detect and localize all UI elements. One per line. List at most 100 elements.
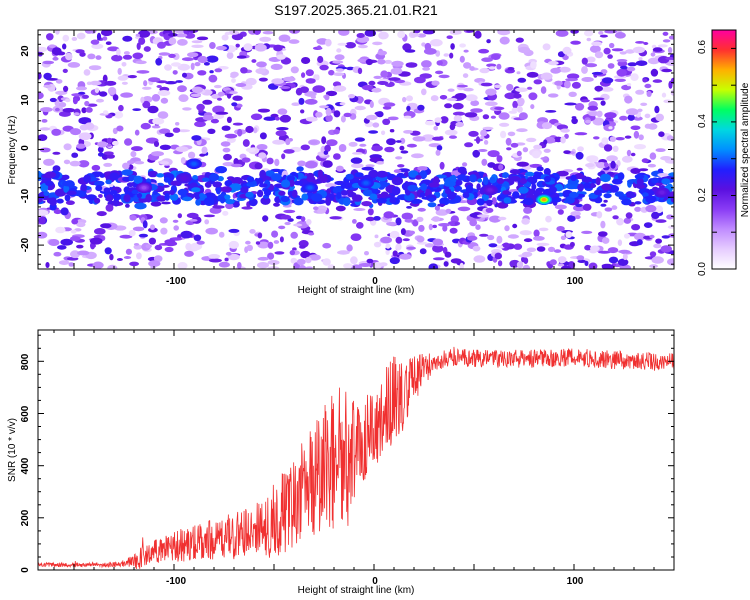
heatmap-cell (379, 262, 388, 267)
snr-ytick-label: 600 (20, 405, 31, 422)
heatmap-cell (545, 215, 552, 223)
heatmap-cell (58, 260, 70, 265)
heatmap-cell (174, 30, 187, 34)
heatmap-cell (336, 48, 342, 53)
heatmap-cell (655, 205, 663, 214)
heatmap-cell (470, 108, 483, 113)
heatmap-cell (324, 144, 331, 152)
heatmap-cell (118, 104, 124, 112)
heatmap-cell (634, 144, 646, 150)
heatmap-cell (405, 62, 418, 68)
heatmap-cell (98, 91, 108, 97)
heatmap-cell (402, 43, 412, 52)
heatmap-cell (231, 78, 236, 83)
heatmap-cell (90, 39, 100, 45)
heatmap-cell (175, 80, 183, 83)
heatmap-cell (246, 244, 253, 252)
heatmap-cell (276, 54, 286, 60)
heatmap-cell (536, 242, 550, 246)
heatmap-cell (270, 63, 283, 70)
heatmap-cell (352, 219, 357, 224)
heatmap-band-cell (532, 171, 542, 180)
heatmap-cell (483, 140, 489, 145)
heatmap-cell (134, 202, 147, 210)
heatmap-cell (82, 94, 89, 99)
heatmap-cell (395, 217, 402, 226)
heatmap-cell (566, 73, 580, 80)
heatmap-band-cell (336, 192, 342, 199)
heatmap-cell (406, 246, 416, 250)
heatmap-cell (98, 194, 103, 198)
heatmap-cell (585, 119, 592, 124)
heatmap-cell (422, 67, 430, 71)
heatmap-band-cell (145, 193, 152, 203)
heatmap-cell (191, 44, 204, 48)
heatmap-cell (39, 216, 46, 225)
heatmap-cell (123, 51, 130, 55)
heatmap-cell (203, 62, 210, 66)
heatmap-cell (72, 97, 78, 105)
heatmap-cell (157, 90, 171, 96)
heatmap-cell (216, 45, 227, 51)
heatmap-cell (484, 101, 498, 106)
heatmap-cell (608, 126, 613, 130)
heatmap-cell (214, 68, 223, 73)
heatmap-cell (533, 229, 540, 238)
heatmap-cell (421, 88, 427, 96)
heatmap-cell (329, 216, 342, 220)
heatmap-band-cell (645, 195, 657, 204)
heatmap-band-cell (465, 184, 474, 194)
heatmap-cell (445, 208, 452, 214)
heatmap-cell (175, 146, 189, 153)
heatmap-cell (557, 209, 564, 215)
heatmap-cell (571, 116, 577, 119)
heatmap-cell (560, 136, 566, 144)
heatmap-cell (601, 87, 614, 92)
heatmap-cell (421, 60, 432, 68)
heatmap-cell (267, 252, 275, 260)
heatmap-cell (506, 147, 512, 151)
heatmap-cell (376, 111, 384, 118)
heatmap-cell (243, 43, 253, 51)
heatmap-cell (497, 260, 503, 267)
heatmap-cell (68, 262, 75, 267)
heatmap-cell (105, 204, 114, 212)
heatmap-band-cell (103, 187, 111, 193)
heatmap-cell (111, 54, 123, 62)
heatmap-cell (140, 96, 145, 104)
heatmap-cell (158, 52, 171, 56)
heatmap-cell (416, 216, 424, 222)
heatmap-band-cell (56, 198, 64, 204)
colorbar-tick-label: 0.6 (697, 40, 708, 54)
heatmap-cell (218, 231, 225, 238)
heatmap-cell (290, 231, 299, 239)
heatmap-cell (102, 110, 109, 115)
snr-panel: -100 0 100 0 200 400 600 800 Height of s… (7, 329, 675, 596)
heatmap-cell (634, 201, 642, 205)
heatmap-cell (594, 85, 603, 92)
heatmap-cell (53, 209, 62, 215)
heatmap-band-cell (476, 198, 485, 206)
heatmap-cell (300, 109, 305, 114)
heatmap-band-cell (54, 188, 67, 197)
heatmap-band-cell (524, 171, 535, 177)
heatmap-cell (575, 215, 581, 220)
heatmap-band-cell (565, 196, 575, 204)
heatmap-band-cell (651, 177, 659, 184)
heatmap-cell (499, 122, 510, 127)
heatmap-cell (225, 202, 234, 210)
heatmap-cell (230, 74, 237, 78)
heatmap-cell (190, 93, 202, 98)
heatmap-cell (365, 216, 375, 222)
heatmap-cell (567, 215, 576, 222)
heatmap-cell (335, 68, 345, 72)
heatmap-cell (131, 146, 143, 152)
heatmap-cell (406, 95, 413, 102)
heatmap-cell (386, 138, 396, 146)
heatmap-cell (395, 140, 402, 143)
heatmap-band-cell (156, 173, 165, 178)
heatmap-cell (326, 139, 338, 147)
heatmap-cell (275, 130, 287, 137)
heatmap-cell (301, 57, 311, 64)
heatmap-cell (48, 44, 56, 48)
